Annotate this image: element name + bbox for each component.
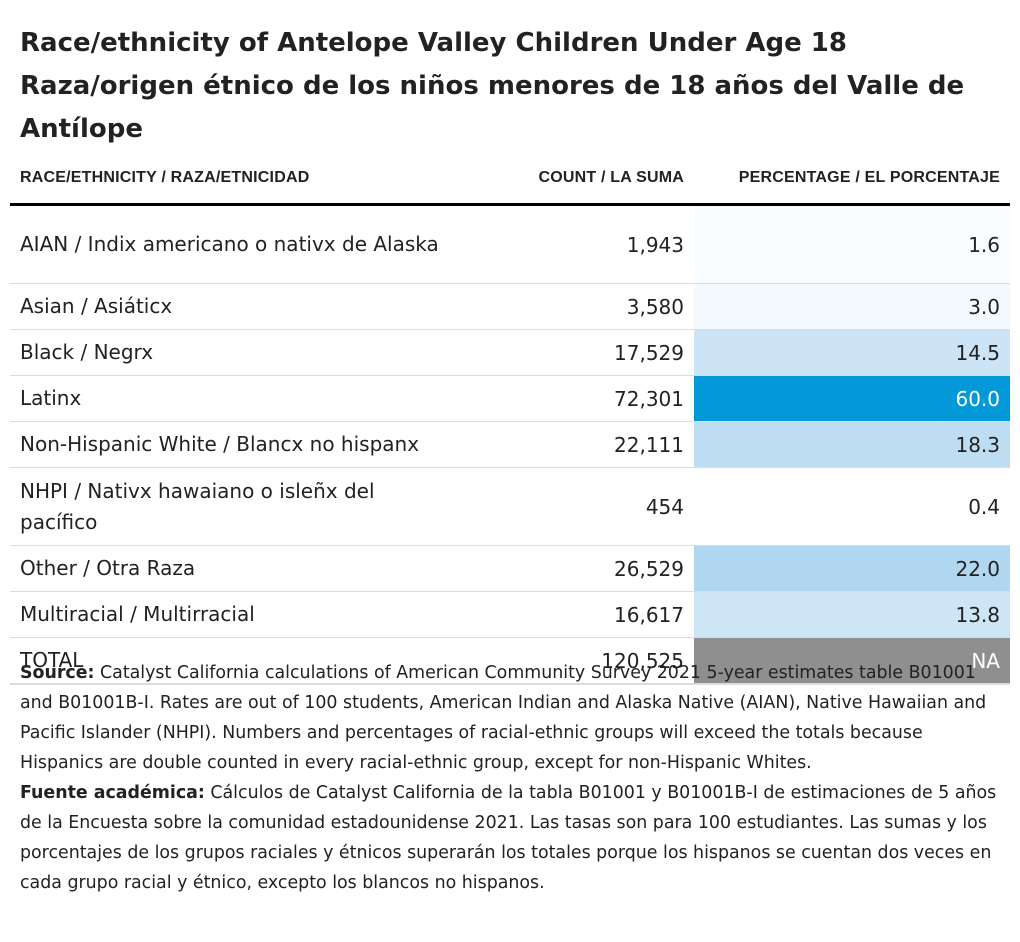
column-header-race[interactable]: RACE/ETHNICITY / RAZA/ETNICIDAD	[20, 169, 310, 186]
table-header: RACE/ETHNICITY / RAZA/ETNICIDAD COUNT / …	[10, 155, 1010, 206]
count-cell: 72,301	[614, 386, 684, 411]
count-cell: 22,111	[614, 432, 684, 457]
source-english: Source: Catalyst California calculations…	[20, 658, 1005, 778]
table-body: AIAN / Indix americano o nativx de Alask…	[10, 206, 1010, 685]
percentage-cell: 3.0	[694, 284, 1010, 329]
table-row: TOTAL 120,525 NA	[10, 638, 1010, 685]
chart-title: Race/ethnicity of Antelope Valley Childr…	[20, 22, 1005, 151]
title-english: Race/ethnicity of Antelope Valley Childr…	[20, 28, 847, 58]
percentage-cell: NA	[694, 638, 1010, 683]
source-label: Source:	[20, 663, 95, 683]
percentage-cell: 1.6	[694, 206, 1010, 283]
count-cell: 120,525	[601, 648, 684, 673]
race-cell: Non-Hispanic White / Blancx no hispanx	[20, 432, 420, 456]
data-table: RACE/ETHNICITY / RAZA/ETNICIDAD COUNT / …	[10, 155, 1010, 685]
fuente-text: Cálculos de Catalyst California de la ta…	[20, 783, 997, 893]
race-cell: Asian / Asiáticx	[20, 294, 173, 318]
table-row: Latinx 72,301 60.0	[10, 376, 1010, 422]
race-cell: TOTAL	[20, 648, 84, 672]
count-cell: 3,580	[626, 294, 684, 319]
source-notes: Source: Catalyst California calculations…	[20, 658, 1005, 898]
count-cell: 26,529	[614, 556, 684, 581]
percentage-cell: 60.0	[694, 376, 1010, 421]
percentage-cell: 0.4	[694, 468, 1010, 545]
column-header-percentage[interactable]: PERCENTAGE / EL PORCENTAJE	[738, 169, 1000, 186]
race-cell: Black / Negrx	[20, 340, 154, 364]
count-cell: 1,943	[626, 232, 684, 257]
column-header-count[interactable]: COUNT / LA SUMA	[538, 169, 684, 186]
table-row: AIAN / Indix americano o nativx de Alask…	[10, 206, 1010, 284]
table-row: Black / Negrx 17,529 14.5	[10, 330, 1010, 376]
race-cell: Latinx	[20, 386, 82, 410]
table-row: Other / Otra Raza 26,529 22.0	[10, 546, 1010, 592]
race-cell: Multiracial / Multirracial	[20, 602, 255, 626]
source-text: Catalyst California calculations of Amer…	[20, 663, 987, 773]
percentage-cell: 13.8	[694, 592, 1010, 637]
percentage-cell: 14.5	[694, 330, 1010, 375]
table-row: NHPI / Nativx hawaiano o isleñx del pací…	[10, 468, 1010, 546]
title-spanish: Raza/origen étnico de los niños menores …	[20, 71, 965, 101]
fuente-label: Fuente académica:	[20, 783, 205, 803]
table-row: Multiracial / Multirracial 16,617 13.8	[10, 592, 1010, 638]
race-cell: NHPI / Nativx hawaiano o isleñx del pací…	[20, 478, 375, 534]
race-cell: Other / Otra Raza	[20, 556, 196, 580]
title-spanish-continued: Antílope	[20, 114, 143, 144]
table-row: Asian / Asiáticx 3,580 3.0	[10, 284, 1010, 330]
count-cell: 16,617	[614, 602, 684, 627]
race-cell: AIAN / Indix americano o nativx de Alask…	[20, 232, 439, 256]
source-spanish: Fuente académica: Cálculos de Catalyst C…	[20, 778, 1005, 898]
table-row: Non-Hispanic White / Blancx no hispanx 22…	[10, 422, 1010, 468]
count-cell: 454	[645, 494, 684, 519]
percentage-cell: 22.0	[694, 546, 1010, 591]
count-cell: 17,529	[614, 340, 684, 365]
percentage-cell: 18.3	[694, 422, 1010, 467]
